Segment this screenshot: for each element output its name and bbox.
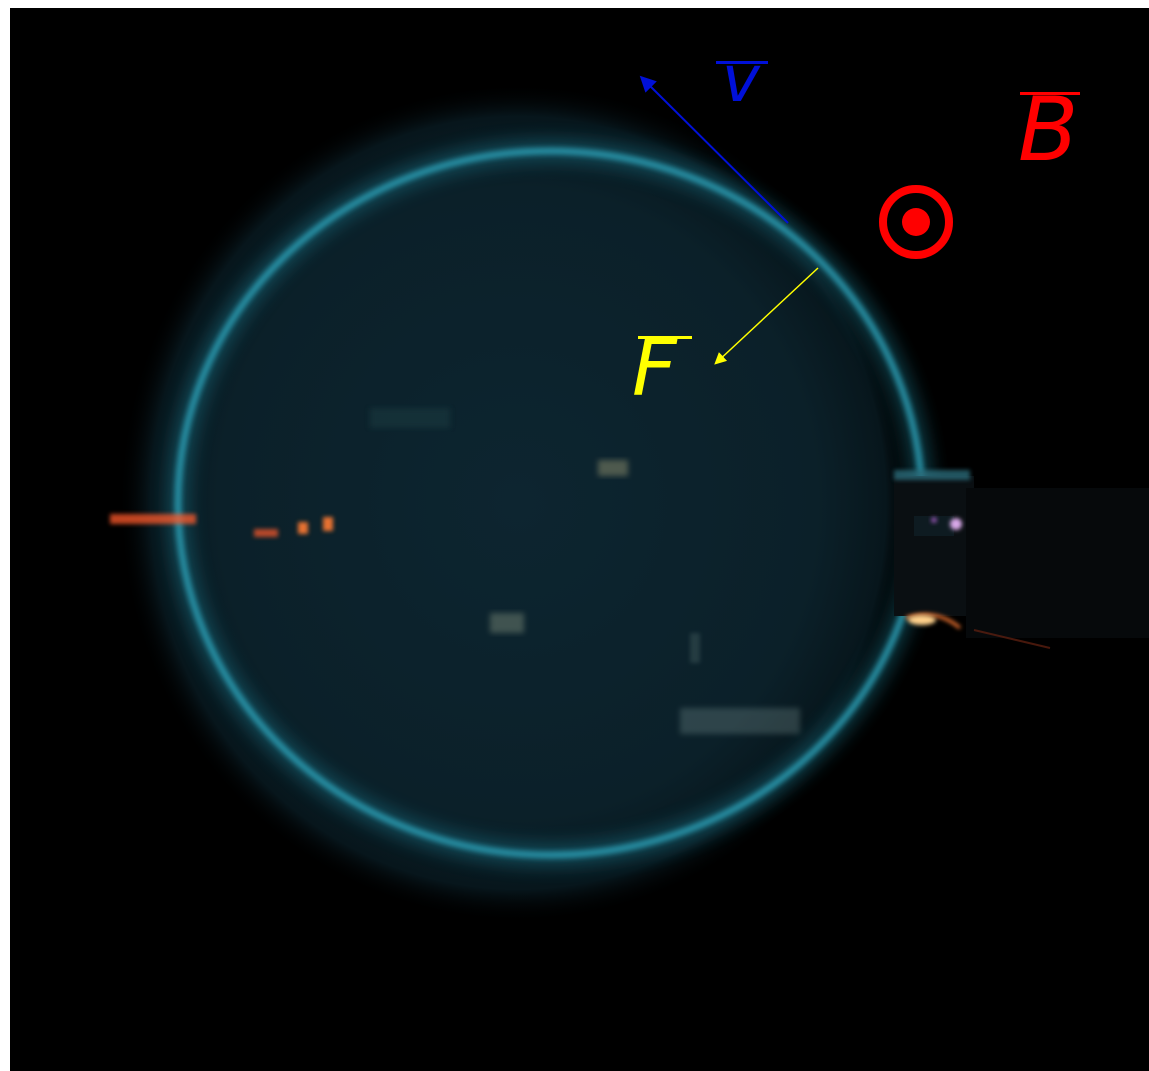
dot-in-circle-icon	[879, 185, 953, 259]
velocity-arrow	[639, 75, 789, 224]
magnetic-field-label: B	[1018, 78, 1079, 181]
filament-glow	[110, 514, 333, 537]
field-label-vector-bar	[1020, 92, 1080, 95]
velocity-label-vector-bar	[716, 61, 768, 64]
force-arrow	[714, 267, 819, 365]
electron-gun	[894, 470, 1149, 649]
force-label: F	[632, 324, 677, 414]
tube-glow	[118, 83, 918, 923]
electron-beam-photo	[110, 75, 1149, 923]
photo-frame: v B F	[10, 8, 1149, 1071]
force-label-vector-bar	[638, 336, 692, 339]
velocity-label: v	[722, 43, 760, 117]
